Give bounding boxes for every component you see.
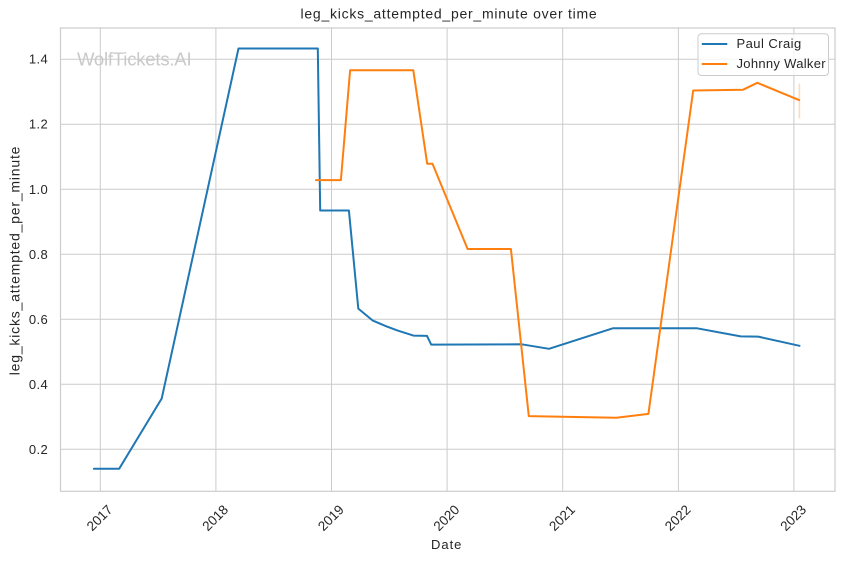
svg-text:1.4: 1.4	[29, 52, 48, 67]
svg-text:leg_kicks_attempted_per_minute: leg_kicks_attempted_per_minute over time	[301, 6, 598, 22]
svg-text:Paul Craig: Paul Craig	[737, 36, 802, 51]
svg-text:Johnny Walker: Johnny Walker	[737, 56, 827, 71]
svg-text:1.0: 1.0	[29, 182, 48, 197]
svg-text:0.4: 0.4	[29, 377, 48, 392]
svg-text:1.2: 1.2	[29, 117, 48, 132]
svg-text:0.8: 0.8	[29, 247, 48, 262]
svg-text:WolfTickets.AI: WolfTickets.AI	[77, 48, 191, 69]
svg-text:0.2: 0.2	[29, 442, 48, 457]
svg-text:Date: Date	[431, 537, 462, 552]
svg-text:0.6: 0.6	[29, 312, 48, 327]
svg-text:leg_kicks_attempted_per_minute: leg_kicks_attempted_per_minute	[7, 146, 23, 375]
